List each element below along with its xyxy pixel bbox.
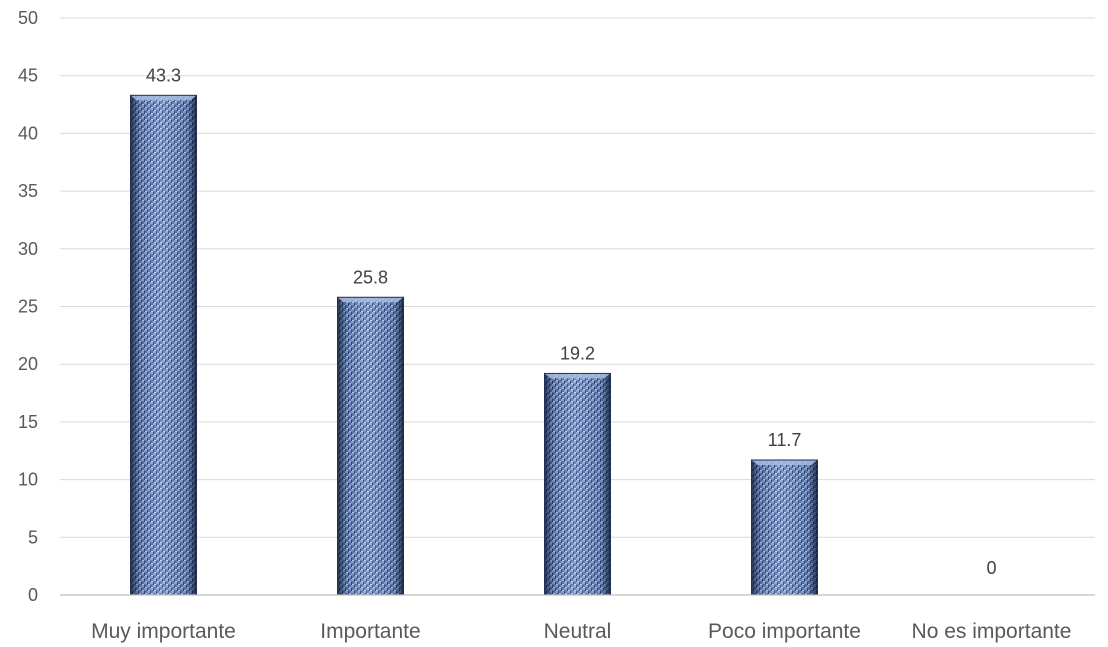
bar	[130, 94, 197, 596]
bar	[337, 296, 404, 596]
y-tick-label: 0	[28, 585, 38, 605]
data-label: 0	[986, 558, 996, 578]
data-label: 25.8	[353, 267, 388, 287]
gridlines	[60, 17, 1095, 538]
y-tick-label: 35	[18, 181, 38, 201]
y-tick-label: 40	[18, 123, 38, 143]
x-category-label: Muy importante	[91, 620, 236, 643]
y-tick-label: 10	[18, 470, 38, 490]
data-labels: 43.3 25.8 19.2 11.7 0	[146, 65, 997, 578]
bars	[130, 94, 818, 596]
x-category-label: Importante	[320, 620, 420, 643]
x-category-label: Poco importante	[708, 620, 861, 643]
y-tick-label: 15	[18, 412, 38, 432]
bar-top-bevel	[130, 95, 197, 101]
data-label: 11.7	[768, 430, 802, 450]
bar-top-bevel	[544, 373, 611, 379]
y-tick-label: 25	[18, 297, 38, 317]
bar-bevel	[130, 95, 197, 596]
bar	[544, 372, 611, 596]
y-tick-label: 50	[18, 8, 38, 28]
bar-bevel	[544, 373, 611, 595]
bar	[751, 459, 818, 596]
bar-bevel	[337, 297, 404, 595]
y-tick-label: 30	[18, 239, 38, 259]
y-tick-label: 5	[28, 527, 38, 547]
x-category-label: No es importante	[912, 620, 1072, 643]
bar-top-bevel	[337, 297, 404, 303]
y-tick-label: 45	[18, 66, 38, 86]
y-axis: 0 5 10 15 20 25 30 35 40 45 50	[18, 8, 38, 605]
x-axis: Muy importante Importante Neutral Poco impo…	[60, 594, 1095, 643]
y-tick-label: 20	[18, 354, 38, 374]
bar-top-bevel	[751, 459, 818, 465]
data-label: 19.2	[560, 343, 595, 363]
bar-bevel	[751, 459, 818, 595]
x-category-label: Neutral	[544, 620, 612, 643]
data-label: 43.3	[146, 65, 181, 85]
